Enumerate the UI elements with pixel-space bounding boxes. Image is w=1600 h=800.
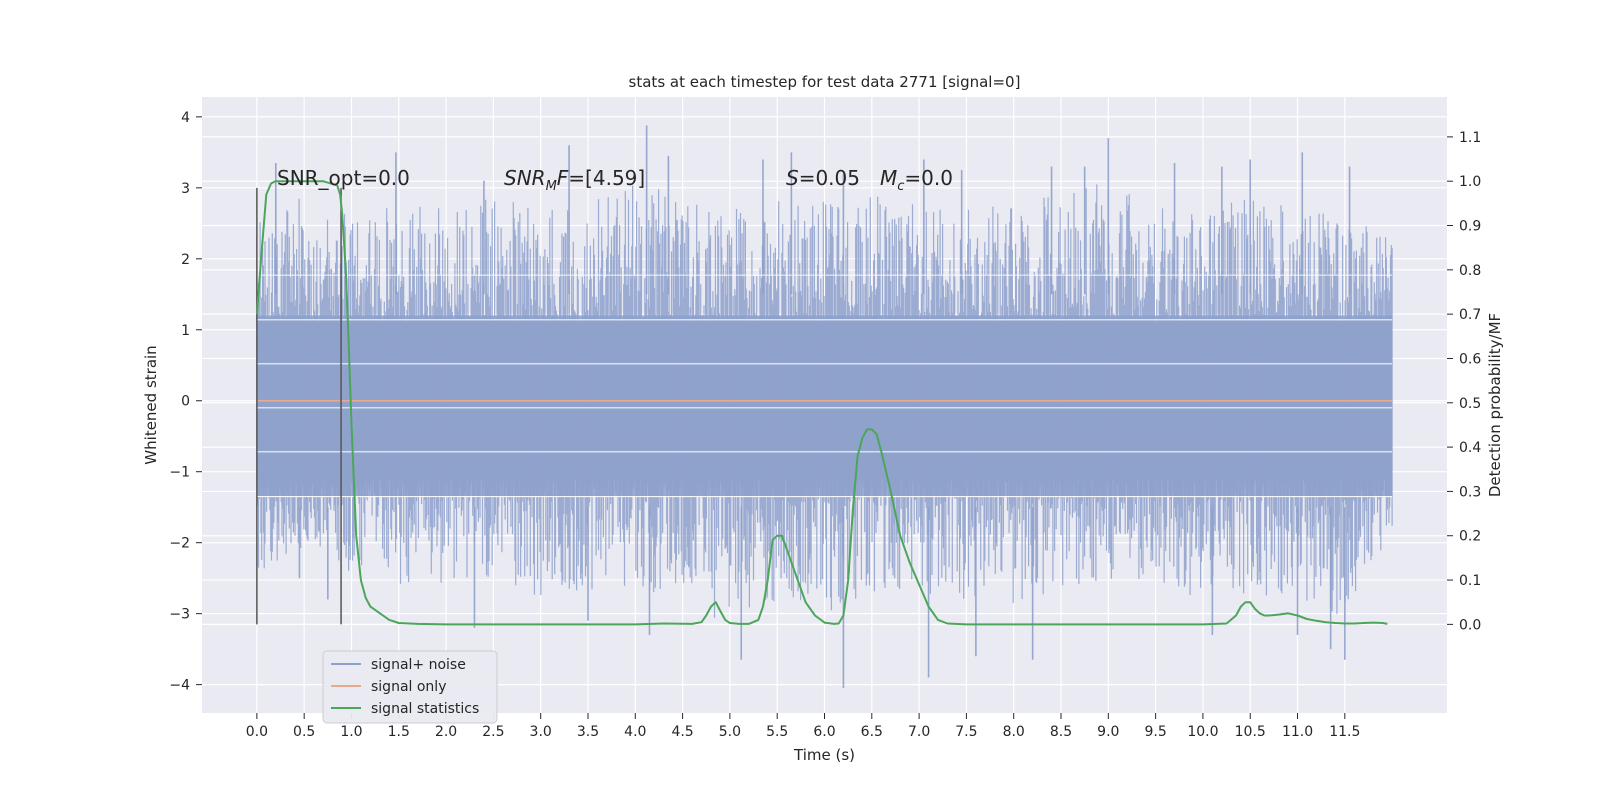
y-right-tick-label: 0.1 [1459, 573, 1481, 589]
x-tick-label: 2.5 [482, 724, 504, 740]
y-right-tick-label: 0.6 [1459, 351, 1481, 367]
x-tick-label: 11.5 [1329, 724, 1360, 740]
x-tick-label: 1.5 [388, 724, 410, 740]
legend-label: signal only [371, 679, 446, 695]
x-tick-label: 7.5 [955, 724, 977, 740]
mc-main: M [880, 166, 897, 190]
y-left-axis-label: Whitened strain [142, 345, 160, 464]
y-right-tick-label: 1.0 [1459, 174, 1481, 190]
y-left-tick-label: −1 [169, 465, 190, 481]
x-axis-label: Time (s) [793, 746, 855, 764]
legend-box [322, 650, 498, 724]
x-tick-label: 4.0 [624, 724, 646, 740]
x-tick-label: 11.0 [1282, 724, 1313, 740]
x-tick-label: 9.0 [1097, 724, 1119, 740]
y-left-tick-label: 2 [181, 252, 190, 268]
snr-mf-rest-value: =[4.59] [568, 166, 645, 190]
chart-title: stats at each timestep for test data 277… [629, 73, 1021, 91]
x-tick-label: 5.0 [719, 724, 741, 740]
y-left-tick-label: −3 [169, 607, 190, 623]
snr-mf-rest: F=[4.59] [557, 166, 645, 190]
x-tick-label: 0.0 [246, 724, 268, 740]
y-left-tick-label: 4 [181, 110, 190, 126]
s-main: S [786, 166, 799, 190]
snr-mf-sub: M [546, 179, 557, 194]
y-right-tick-label: 1.1 [1459, 130, 1481, 146]
x-tick-label: 6.0 [813, 724, 835, 740]
snr-mf-main: SNR [504, 166, 546, 190]
y-right-tick-label: 0.0 [1459, 617, 1481, 633]
x-tick-label: 7.0 [908, 724, 930, 740]
legend-label: signal statistics [371, 701, 479, 717]
y-right-tick-label: 0.9 [1459, 219, 1481, 235]
x-tick-label: 9.5 [1144, 724, 1166, 740]
y-right-tick-label: 0.4 [1459, 440, 1481, 456]
y-left-tick-label: 3 [181, 181, 190, 197]
signal-statistics-line [255, 180, 1388, 626]
snr-mf-rest-f: F [557, 166, 569, 190]
y-left-tick-label: 0 [181, 394, 190, 410]
x-tick-label: 3.5 [577, 724, 599, 740]
x-tick-label: 10.0 [1187, 724, 1218, 740]
y-right-axis-label: Detection probability/MF [1486, 313, 1504, 497]
annotation-s: S=0.05 [786, 166, 860, 190]
x-tick-label: 0.5 [293, 724, 315, 740]
annotation-snr-opt: SNR_opt=0.0 [277, 166, 410, 190]
x-tick-label: 5.5 [766, 724, 788, 740]
x-tick-label: 3.0 [530, 724, 552, 740]
x-tick-label: 10.5 [1235, 724, 1266, 740]
x-tick-label: 1.0 [340, 724, 362, 740]
y-right-tick-label: 0.2 [1459, 529, 1481, 545]
x-tick-label: 8.5 [1050, 724, 1072, 740]
s-rest: =0.05 [799, 166, 860, 190]
y-right-tick-label: 0.7 [1459, 307, 1481, 323]
y-left-tick-label: −2 [169, 536, 190, 552]
y-left-tick-label: −4 [169, 678, 190, 694]
legend-label: signal+ noise [371, 657, 466, 673]
y-right-tick-label: 0.5 [1459, 396, 1481, 412]
annotation-mc: Mc=0.0 [880, 166, 953, 194]
x-tick-label: 8.0 [1003, 724, 1025, 740]
annotation-snr-mf: SNRMF=[4.59] [504, 166, 645, 194]
mc-rest: =0.0 [904, 166, 953, 190]
y-right-tick-label: 0.3 [1459, 484, 1481, 500]
x-tick-label: 4.5 [671, 724, 693, 740]
x-tick-label: 6.5 [861, 724, 883, 740]
x-tick-label: 2.0 [435, 724, 457, 740]
mc-sub: c [897, 179, 904, 194]
y-left-tick-label: 1 [181, 323, 190, 339]
y-right-tick-label: 0.8 [1459, 263, 1481, 279]
